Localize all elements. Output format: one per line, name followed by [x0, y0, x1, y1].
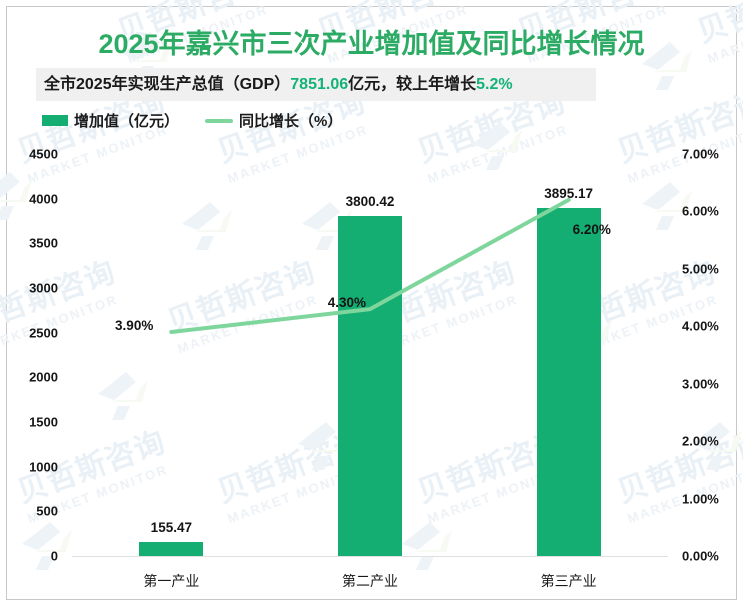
- y-axis-right-tick: 0.00%: [682, 548, 719, 564]
- y-axis-right-tick: 6.00%: [682, 203, 719, 219]
- legend-item-label: 同比增长（%）: [239, 113, 343, 130]
- y-axis-left-tick: 4000: [29, 191, 58, 207]
- y-axis-left-tick: 500: [36, 503, 58, 519]
- x-axis-category-label: 第三产业: [540, 573, 597, 589]
- y-axis-right-tick: 7.00%: [682, 146, 719, 162]
- subtitle-prefix: 全市2025年实现生产总值（GDP）: [44, 76, 291, 93]
- bar-value-label: 155.47: [150, 520, 192, 536]
- y-axis-left-tick: 2500: [29, 325, 58, 341]
- growth-point-label: 6.20%: [572, 221, 611, 237]
- growth-point-label: 4.30%: [327, 295, 366, 311]
- y-axis-right-tick: 2.00%: [682, 433, 719, 449]
- legend-item-bar[interactable]: 增加值（亿元）: [42, 110, 179, 131]
- bar-2[interactable]: [338, 216, 402, 556]
- bar-value-label: 3895.17: [544, 186, 594, 202]
- x-axis-category-label: 第二产业: [342, 573, 398, 589]
- subtitle-growth-value: 5.2%: [476, 76, 513, 93]
- legend-item-label: 增加值（亿元）: [74, 113, 180, 130]
- subtitle-middle: 亿元，较上年增长: [348, 76, 477, 93]
- y-axis-left-tick: 4500: [29, 146, 58, 162]
- x-axis-baseline: [72, 556, 668, 557]
- x-axis-category-label: 第一产业: [143, 573, 200, 589]
- y-axis-left-tick: 3000: [29, 280, 58, 296]
- y-axis-left-tick: 3500: [29, 235, 58, 251]
- bar-1[interactable]: [139, 542, 204, 556]
- growth-point-label: 3.90%: [115, 318, 154, 334]
- legend-line-swatch-icon: [205, 118, 234, 123]
- legend-item-line[interactable]: 同比增长（%）: [205, 110, 342, 131]
- subtitle-text: 全市2025年实现生产总值（GDP）7851.06亿元，较上年增长5.2%: [44, 68, 513, 101]
- bar-3[interactable]: [536, 208, 601, 556]
- y-axis-right-tick: 3.00%: [682, 376, 719, 392]
- y-axis-left-tick: 1500: [29, 414, 58, 430]
- y-axis-right-tick: 5.00%: [682, 261, 719, 277]
- subtitle-band: [36, 68, 596, 101]
- page-title: 2025年嘉兴市三次产业增加值及同比增长情况: [98, 29, 645, 59]
- legend-bar-swatch-icon: [42, 115, 68, 126]
- bar-value-label: 3800.42: [345, 194, 395, 210]
- y-axis-right-tick: 1.00%: [682, 491, 719, 507]
- y-axis-left-tick: 0: [50, 548, 58, 564]
- subtitle-gdp-value: 7851.06: [290, 76, 349, 93]
- y-axis-right-tick: 4.00%: [682, 318, 719, 334]
- y-axis-left-tick: 1000: [29, 459, 58, 475]
- chart-legend: 增加值（亿元） 同比增长（%）: [42, 110, 342, 131]
- y-axis-left-tick: 2000: [29, 369, 58, 385]
